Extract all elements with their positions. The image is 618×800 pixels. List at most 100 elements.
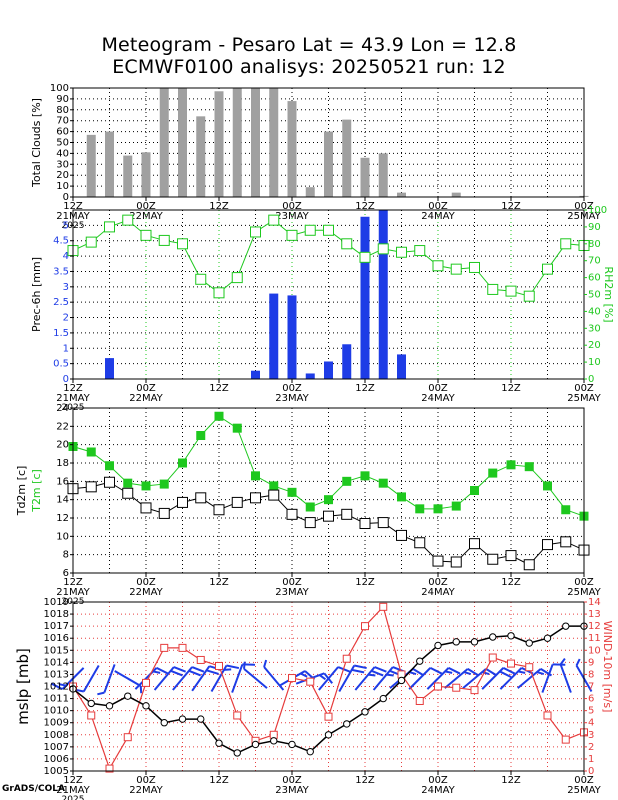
mslp-point [525,639,533,647]
x-tick-label-year: 2025 [62,795,85,800]
td2m-point [505,550,517,562]
wind-barb [172,666,205,691]
precip-bar [378,210,388,379]
x-tick-label-hour: 00Z [428,775,448,786]
y-tick-label: 70 [56,116,69,127]
x-tick-label-hour: 12Z [501,383,521,394]
wind-barb-shaft [210,665,228,692]
precip-bar [269,293,279,379]
td2m-point [140,502,152,514]
wind-barb [97,664,116,696]
wind-barb [541,663,566,693]
rh-point [505,285,517,297]
cloud-bar [360,157,370,197]
y-tick-label: 1011 [44,694,69,705]
wind-speed-point [470,686,479,695]
rh-point [286,229,298,241]
wind-speed-point [561,735,570,744]
rh-point [396,246,407,258]
t2m-point [178,458,187,468]
wind-barb-flag [156,666,169,675]
t2m-point [269,481,279,491]
mslp-point [562,622,570,630]
td2m-point [487,553,499,565]
wind-barb-flag [448,666,461,675]
y-tick-label: 1014 [44,657,69,668]
panel-3-grid [109,408,548,573]
y-right-tick-label: 6 [588,694,594,705]
wind-speed-point [324,712,333,721]
y-tick-label: 1006 [44,754,69,765]
y-tick-label: 1008 [44,730,69,741]
y-tick-label: 1017 [44,621,69,632]
rh-point [304,224,316,236]
y-right-tick-label: 9 [588,657,594,668]
y-right-tick-label: 2 [588,742,594,753]
rh-point [140,229,152,241]
x-tick-label-hour: 00Z [428,577,448,588]
wind-barb [243,661,268,689]
mslp-point [197,715,205,723]
x-tick-label-date: 21MAY [56,587,90,598]
x-tick-label-hour: 00Z [136,201,156,212]
wind-barb-flag [371,669,384,677]
t2m-point [342,476,352,486]
t2m-point [488,468,498,478]
precip-bar [251,370,260,379]
t2m-point [451,501,461,511]
y-tick-label: 30 [56,159,69,170]
wind-barb-flag [226,664,240,670]
cloud-bar [159,88,169,197]
cloud-bar [214,91,224,197]
rh-point [432,260,444,272]
mslp-point [288,740,296,749]
mslp-point [470,638,479,646]
wind-barb-shaft [426,667,450,690]
mslp-point [489,633,497,641]
y-tick-label: 1013 [44,669,69,680]
wind-barb-flag [517,670,526,674]
x-tick-label-date: 21MAY [56,785,90,796]
wind-speed-point [306,677,315,686]
x-tick-label-date: 23MAY [275,211,309,222]
td2m-point [158,507,170,519]
wind-speed-point [434,682,442,691]
y-tick-label: 4.5 [53,236,69,247]
x-tick-label-hour: 12Z [501,577,521,588]
td2m-point [341,508,353,520]
y-tick-label: 3.5 [53,266,69,277]
chart-title-line-2: ECMWF0100 analisys: 20250521 run: 12 [112,56,506,78]
y-tick-label: 1010 [44,706,69,717]
td2m-point [85,481,97,493]
rh-point [523,290,535,302]
mslp-point [361,708,369,716]
x-tick-label-hour: 12Z [355,775,375,786]
precip-bar [287,295,297,379]
t2m-point [324,495,333,505]
x-tick-label-hour: 00Z [282,577,302,588]
td2m-point [104,476,115,488]
y-tick-label: 1015 [44,645,69,656]
wind-barb [481,666,516,690]
wind-barb [354,666,387,691]
x-tick-label-hour: 12Z [63,201,83,212]
rh-point [542,263,553,275]
wind-barb [444,668,480,689]
wind-speed-point [525,663,534,672]
x-tick-label-hour: 12Z [209,383,229,394]
precip-bar [342,344,352,379]
t2m-point [378,478,388,488]
wind-barb-shaft [318,666,339,691]
wind-barb-flag [170,669,183,677]
wind-speed-point [361,622,369,631]
wind-speed-point [543,711,552,720]
rh-point [487,283,499,295]
cloud-bar [451,192,461,197]
wind-barb-flag [319,674,327,681]
t2m-point [524,462,534,472]
td2m-point [377,517,389,529]
y-axis-label-mslp: mslp [mb] [14,648,32,725]
td2m-point [469,538,480,550]
mslp-point [543,634,552,642]
panel-border [72,407,585,574]
